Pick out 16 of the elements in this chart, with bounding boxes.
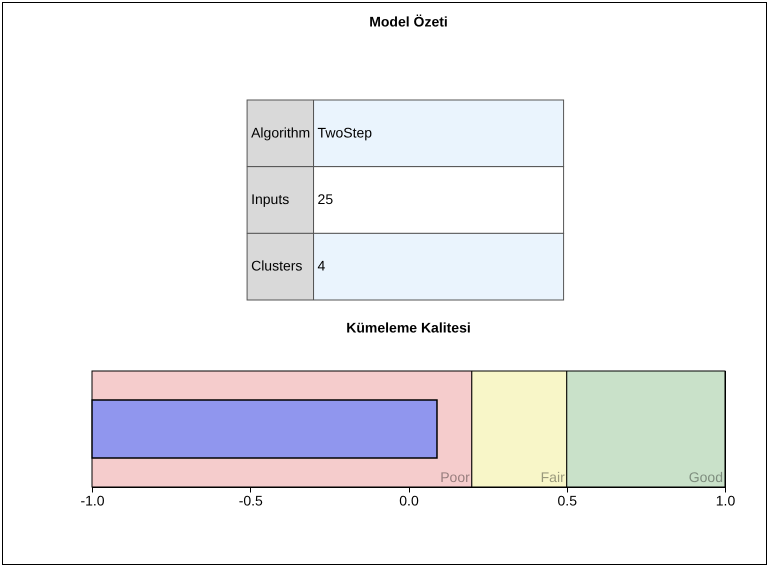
x-tick-label: 1.0 <box>716 492 736 508</box>
band-label: Good <box>688 469 723 485</box>
category-label: Inputs <box>251 191 290 207</box>
category-label: Clusters <box>251 258 302 274</box>
text: TwoStep <box>318 124 372 140</box>
category-label: Algorithm <box>251 124 310 140</box>
x-tick-label: -0.5 <box>238 492 264 508</box>
text: 25 <box>318 191 334 207</box>
text: Model Özeti <box>369 14 448 30</box>
text: 4 <box>318 258 326 274</box>
x-tick-label: 0.5 <box>558 492 578 508</box>
band-label: Poor <box>440 469 470 485</box>
band-label: Fair <box>540 469 566 485</box>
chart-title: Kümeleme Kalitesi <box>346 320 471 336</box>
x-tick-label: 0.0 <box>399 492 419 508</box>
x-tick-label: -1.0 <box>80 492 105 508</box>
